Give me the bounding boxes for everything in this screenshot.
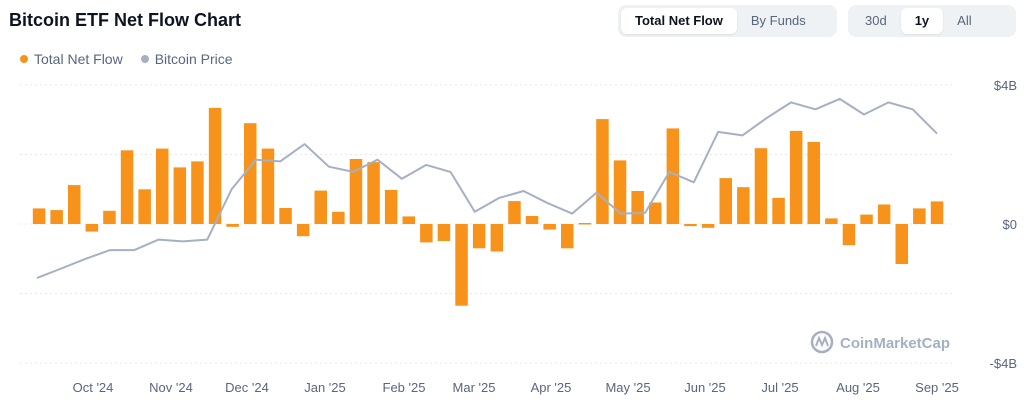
net-flow-bar[interactable] <box>314 190 328 224</box>
net-flow-bar[interactable] <box>561 224 574 249</box>
net-flow-bar[interactable] <box>68 185 81 224</box>
net-flow-bar[interactable] <box>244 123 257 224</box>
net-flow-bar[interactable] <box>173 167 187 224</box>
net-flow-bar[interactable] <box>50 210 63 224</box>
net-flow-bar[interactable] <box>472 224 486 249</box>
range-toggle: 30d 1y All <box>848 5 1016 37</box>
y-tick-label: $0 <box>1003 217 1017 232</box>
net-flow-bar[interactable] <box>895 224 909 264</box>
net-flow-bar[interactable] <box>208 107 222 224</box>
net-flow-bar[interactable] <box>138 189 151 225</box>
net-flow-bar[interactable] <box>384 189 398 224</box>
chart-title: Bitcoin ETF Net Flow Chart <box>9 10 241 30</box>
net-flow-bar[interactable] <box>367 162 380 224</box>
net-flow-bar[interactable] <box>296 224 310 237</box>
net-flow-bar[interactable] <box>825 218 838 224</box>
x-tick-label: May '25 <box>605 380 650 395</box>
range-1y-tab[interactable]: 1y <box>900 8 944 34</box>
net-flow-bar[interactable] <box>508 201 521 224</box>
net-flow-bar[interactable] <box>120 150 134 224</box>
bitcoin-price-line[interactable] <box>36 97 938 279</box>
range-30d-tab[interactable]: 30d <box>865 13 887 28</box>
net-flow-bar[interactable] <box>191 161 204 224</box>
net-flow-bar[interactable] <box>103 210 116 224</box>
x-tick-label: Dec '24 <box>225 380 269 395</box>
net-flow-dot-icon <box>20 55 28 63</box>
x-tick-label: Nov '24 <box>149 380 193 395</box>
net-flow-bar[interactable] <box>772 197 785 224</box>
net-flow-bar[interactable] <box>525 216 539 224</box>
coinmarketcap-watermark: CoinMarketCap <box>810 330 950 354</box>
legend-item-bitcoin-price[interactable]: Bitcoin Price <box>140 51 233 67</box>
net-flow-bar[interactable] <box>156 148 169 224</box>
chart-legend: Total Net Flow Bitcoin Price <box>20 51 233 67</box>
net-flow-bar[interactable] <box>754 148 768 224</box>
net-flow-bar[interactable] <box>402 216 416 224</box>
x-tick-label: Sep '25 <box>915 380 959 395</box>
coinmarketcap-logo-mark <box>815 335 829 348</box>
net-flow-bar[interactable] <box>860 214 873 224</box>
x-tick-label: Mar '25 <box>453 380 496 395</box>
net-flow-bar[interactable] <box>455 224 468 306</box>
coinmarketcap-logo-icon <box>810 330 834 354</box>
net-flow-bar[interactable] <box>719 178 733 224</box>
net-flow-bar[interactable] <box>596 119 609 224</box>
x-tick-label: Feb '25 <box>383 380 426 395</box>
net-flow-bar[interactable] <box>85 224 99 232</box>
y-tick-label: $4B <box>994 78 1017 93</box>
net-flow-bar[interactable] <box>226 224 239 227</box>
net-flow-bar[interactable] <box>631 191 644 224</box>
view-toggle: Total Net Flow By Funds <box>618 5 837 37</box>
net-flow-bar[interactable] <box>789 130 803 224</box>
watermark-text: CoinMarketCap <box>840 335 950 352</box>
total-net-flow-tab[interactable]: Total Net Flow <box>621 8 737 34</box>
x-tick-label: Jan '25 <box>304 380 346 395</box>
y-tick-label: -$4B <box>990 356 1017 371</box>
net-flow-bar[interactable] <box>649 202 662 225</box>
x-tick-label: Jun '25 <box>684 380 726 395</box>
x-tick-label: Jul '25 <box>761 380 798 395</box>
bitcoin-price-dot-icon <box>140 55 149 63</box>
net-flow-bar[interactable] <box>420 224 433 243</box>
x-tick-label: Oct '24 <box>73 380 114 395</box>
net-flow-bar[interactable] <box>490 224 504 252</box>
range-all-tab[interactable]: All <box>957 13 972 28</box>
net-flow-bar[interactable] <box>842 224 856 246</box>
net-flow-bar[interactable] <box>930 201 944 224</box>
net-flow-bar[interactable] <box>877 204 891 225</box>
net-flow-bar[interactable] <box>543 224 556 230</box>
by-funds-tab[interactable]: By Funds <box>750 13 806 28</box>
net-flow-bar[interactable] <box>701 224 715 228</box>
net-flow-bar[interactable] <box>32 208 46 224</box>
net-flow-bar[interactable] <box>684 224 697 227</box>
legend-label-net-flow: Total Net Flow <box>34 51 123 67</box>
legend-label-bitcoin-price: Bitcoin Price <box>154 51 233 67</box>
net-flow-bar[interactable] <box>666 128 680 224</box>
net-flow-bar[interactable] <box>332 211 345 224</box>
net-flow-bar[interactable] <box>279 208 292 224</box>
net-flow-bar[interactable] <box>737 187 750 224</box>
net-flow-bar[interactable] <box>349 159 363 224</box>
x-tick-label: Aug '25 <box>836 380 880 395</box>
net-flow-bar[interactable] <box>913 208 926 224</box>
x-tick-label: Apr '25 <box>531 380 572 395</box>
net-flow-bar[interactable] <box>613 160 627 224</box>
legend-item-net-flow[interactable]: Total Net Flow <box>20 51 123 67</box>
net-flow-bar[interactable] <box>807 142 821 224</box>
net-flow-bar[interactable] <box>578 223 592 225</box>
net-flow-bar[interactable] <box>437 224 451 241</box>
net-flow-bar[interactable] <box>261 148 275 224</box>
